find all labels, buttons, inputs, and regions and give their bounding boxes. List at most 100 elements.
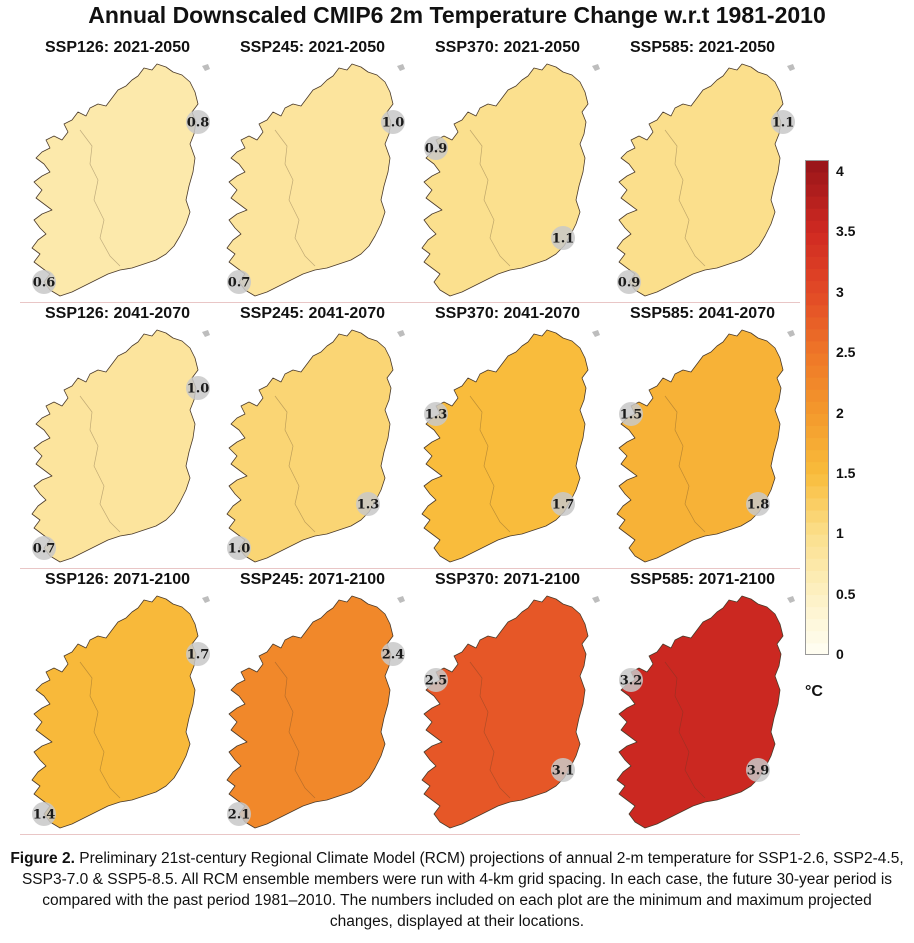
colorbar-tick-label: 0: [836, 646, 844, 662]
colorbar-bin: [805, 389, 829, 402]
min-label: 0.7: [228, 276, 251, 291]
max-label: 3.9: [747, 764, 770, 779]
row-separator: [20, 302, 800, 303]
min-marker: [619, 668, 643, 692]
figure-label: Figure 2.: [10, 850, 75, 867]
min-label: 1.5: [620, 408, 643, 423]
map-panel: SSP370: 2041-2070 1.3 1.7: [410, 302, 605, 568]
panel-title: SSP126: 2021-2050: [45, 39, 190, 56]
panel-grid: SSP126: 2021-2050 0.6 0.8 SSP245: 2021-2050…: [20, 36, 800, 836]
panel-title: SSP245: 2071-2100: [240, 571, 385, 588]
max-marker: [771, 110, 795, 134]
panel-title: SSP585: 2071-2100: [630, 571, 775, 588]
colorbar-bin: [805, 160, 829, 173]
colorbar-bin: [805, 498, 829, 511]
island-mark: [397, 596, 405, 603]
colorbar-bin: [805, 292, 829, 306]
ireland-map: 1.4 1.7: [31, 595, 210, 829]
panel-title: SSP370: 2071-2100: [435, 571, 580, 588]
colorbar-bin: [805, 461, 829, 475]
colorbar-bin: [805, 341, 829, 354]
colorbar-bin: [805, 522, 829, 535]
colorbar-tick-label: 2: [836, 404, 844, 421]
colorbar-unit: °C: [805, 683, 823, 700]
map-panel: SSP585: 2041-2070 1.5 1.8: [605, 302, 800, 568]
min-marker: [617, 270, 641, 294]
max-marker: [551, 758, 575, 782]
contour-line: [469, 129, 511, 267]
colorbar-bin: [805, 642, 829, 655]
max-marker: [356, 492, 380, 516]
colorbar-bin: [805, 558, 829, 571]
min-marker: [227, 802, 251, 826]
land-fill: [421, 63, 589, 297]
island-mark: [397, 64, 405, 71]
max-label: 1.0: [382, 116, 405, 131]
ireland-map: 0.9 1.1: [616, 63, 795, 297]
land-fill: [616, 595, 784, 829]
map-panel: SSP126: 2021-2050 0.6 0.8: [20, 36, 215, 302]
max-marker: [186, 376, 210, 400]
colorbar-bin: [805, 618, 829, 632]
island-mark: [202, 64, 210, 71]
contour-line: [274, 395, 316, 533]
min-marker: [424, 402, 448, 426]
land-fill: [421, 329, 589, 563]
colorbar-bin: [805, 582, 829, 596]
ireland-map: 0.7 1.0: [31, 329, 210, 563]
panel-title: SSP585: 2041-2070: [630, 305, 775, 322]
island-mark: [787, 330, 795, 337]
map-panel: SSP585: 2021-2050 0.9 1.1: [605, 36, 800, 302]
colorbar-bin: [805, 473, 829, 487]
land-fill: [616, 329, 784, 563]
min-marker: [32, 536, 56, 560]
colorbar-border: [805, 160, 829, 655]
map-panel: SSP585: 2071-2100 3.2 3.9: [605, 568, 800, 834]
min-label: 1.0: [228, 542, 251, 557]
min-marker: [619, 402, 643, 426]
colorbar-bin: [805, 546, 829, 559]
colorbar-bin: [805, 594, 829, 608]
min-label: 0.9: [425, 142, 448, 157]
colorbar-bin: [805, 232, 829, 245]
colorbar-tick-label: 3.5: [836, 223, 856, 240]
colorbar-tick-label: 1: [836, 525, 844, 542]
min-marker: [424, 136, 448, 160]
max-label: 2.4: [382, 648, 405, 663]
map-panel: SSP126: 2041-2070 0.7 1.0: [20, 302, 215, 568]
island-mark: [592, 596, 600, 603]
row-separator: [20, 834, 800, 835]
ireland-map: 1.5 1.8: [616, 329, 795, 563]
ireland-map: 0.7 1.0: [226, 63, 405, 297]
colorbar-bin: [805, 401, 829, 414]
island-mark: [592, 64, 600, 71]
colorbar-bin: [805, 244, 829, 257]
colorbar-tick-label: 3: [836, 283, 844, 300]
colorbar-bin: [805, 172, 829, 185]
colorbar-bin: [805, 570, 829, 583]
panel-title: SSP585: 2021-2050: [630, 39, 775, 56]
contour-line: [274, 129, 316, 267]
min-label: 1.3: [425, 408, 448, 423]
panel-title: SSP370: 2021-2050: [435, 39, 580, 56]
contour-line: [79, 661, 121, 799]
min-marker: [227, 270, 251, 294]
ireland-map: 0.6 0.8: [31, 63, 210, 297]
colorbar-bin: [805, 630, 829, 644]
panel-title: SSP126: 2041-2070: [45, 305, 190, 322]
max-label: 1.3: [357, 498, 380, 513]
colorbar-bin: [805, 208, 829, 221]
colorbar-bin: [805, 485, 829, 499]
colorbar-tick-label: 0.5: [836, 585, 856, 602]
contour-line: [664, 395, 706, 533]
contour-line: [664, 661, 706, 799]
colorbar-bin: [805, 606, 829, 620]
colorbar-bin: [805, 280, 829, 294]
ireland-map: 3.2 3.9: [616, 595, 795, 829]
min-marker: [424, 668, 448, 692]
row-separator: [20, 568, 800, 569]
min-label: 2.1: [228, 808, 251, 823]
min-marker: [32, 270, 56, 294]
colorbar-bin: [805, 256, 829, 270]
map-panel: SSP126: 2071-2100 1.4 1.7: [20, 568, 215, 834]
